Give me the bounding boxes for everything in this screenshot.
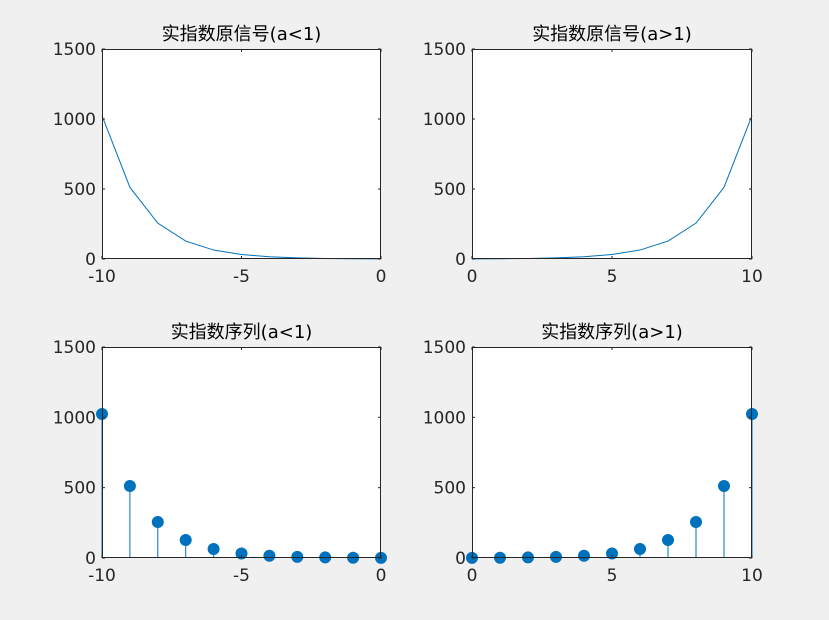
subplot-2: 0 5 10 0 500 1000 1500 实指数原信号(a>1) xyxy=(423,24,763,287)
x-tick-label: 0 xyxy=(376,267,387,287)
x-tick-label: 10 xyxy=(741,566,763,586)
x-tick-label: 0 xyxy=(467,566,478,586)
chart-title: 实指数原信号(a>1) xyxy=(532,24,692,45)
stem-marker xyxy=(606,547,618,560)
x-tick-label: -5 xyxy=(233,267,250,287)
stem-marker xyxy=(151,515,164,528)
stem-marker xyxy=(207,542,220,555)
y-tick-label: 0 xyxy=(455,549,466,569)
x-tick-label: 5 xyxy=(607,267,618,287)
y-tick-label: 0 xyxy=(85,549,96,569)
stem-marker xyxy=(578,549,590,562)
stem-marker xyxy=(634,542,646,555)
subplot-4: 0 5 10 0 500 1000 1500 实指数序列(a>1) xyxy=(423,322,763,586)
y-tick-label: 500 xyxy=(64,180,96,200)
stem-marker xyxy=(662,533,674,546)
y-tick-label: 500 xyxy=(434,180,466,200)
y-tick-label: 1500 xyxy=(423,338,466,358)
y-tick-label: 0 xyxy=(85,250,96,270)
axes-background xyxy=(472,347,752,558)
x-tick-label: 0 xyxy=(467,267,478,287)
y-tick-label: 1500 xyxy=(423,40,466,60)
x-tick-label: 10 xyxy=(741,267,763,287)
x-tick-label: 5 xyxy=(607,566,618,586)
stem-marker xyxy=(263,549,276,562)
x-tick-label: 0 xyxy=(376,566,387,586)
stem-marker xyxy=(291,550,304,563)
y-tick-label: 1000 xyxy=(423,110,466,130)
axes-background xyxy=(102,347,381,558)
chart-title: 实指数序列(a>1) xyxy=(541,322,683,343)
stem-marker xyxy=(718,479,730,492)
y-tick-label: 1500 xyxy=(53,338,96,358)
y-tick-label: 1000 xyxy=(423,408,466,428)
x-tick-label: -10 xyxy=(88,267,116,287)
axes-background xyxy=(472,49,752,259)
stem-marker xyxy=(123,479,136,492)
stem-marker xyxy=(179,533,192,546)
y-tick-label: 500 xyxy=(434,479,466,499)
y-tick-label: 500 xyxy=(64,479,96,499)
subplot-3: -10 -5 0 0 500 1000 1500 实指数序列(a<1) xyxy=(53,322,387,586)
subplot-1: -10 -5 0 0 500 1000 1500 实指数原信号(a<1) xyxy=(53,24,387,287)
y-tick-label: 1000 xyxy=(53,408,96,428)
y-tick-label: 0 xyxy=(455,250,466,270)
stem-marker xyxy=(690,515,702,528)
chart-title: 实指数原信号(a<1) xyxy=(162,24,322,45)
axes-background xyxy=(102,49,381,259)
x-tick-label: -5 xyxy=(233,566,250,586)
x-tick-label: -10 xyxy=(88,566,116,586)
chart-title: 实指数序列(a<1) xyxy=(171,322,313,343)
y-tick-label: 1500 xyxy=(53,40,96,60)
stem-marker xyxy=(550,550,562,563)
y-tick-label: 1000 xyxy=(53,110,96,130)
stem-marker xyxy=(235,547,248,560)
